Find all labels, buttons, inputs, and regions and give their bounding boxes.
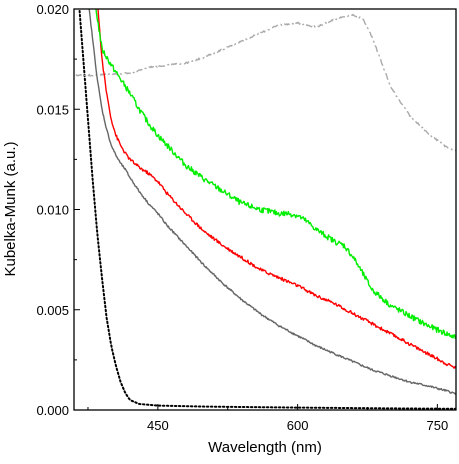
x-tick-label: 450 <box>147 418 169 433</box>
ticks-layer: 450 600 750 0.000 0.005 0.010 0.015 0.020 <box>36 2 448 433</box>
x-axis-title: Wavelength (nm) <box>208 439 322 456</box>
x-tick-label: 600 <box>287 418 309 433</box>
y-tick-label: 0.010 <box>36 203 69 218</box>
y-tick-label: 0.005 <box>36 303 69 318</box>
y-tick-label: 0.015 <box>36 102 69 117</box>
y-axis-title: Kubelka-Munk (a.u.) <box>2 141 19 276</box>
series-line-0 <box>78 9 456 410</box>
series-layer <box>75 9 456 410</box>
series-line-4 <box>95 9 456 340</box>
series-line-2 <box>88 9 456 395</box>
x-tick-label: 750 <box>427 418 449 433</box>
series-line-1 <box>75 13 456 152</box>
y-tick-label: 0.020 <box>36 2 69 17</box>
series-line-3 <box>97 9 456 369</box>
plot-frame <box>73 8 457 411</box>
y-tick-label: 0.000 <box>36 403 69 418</box>
